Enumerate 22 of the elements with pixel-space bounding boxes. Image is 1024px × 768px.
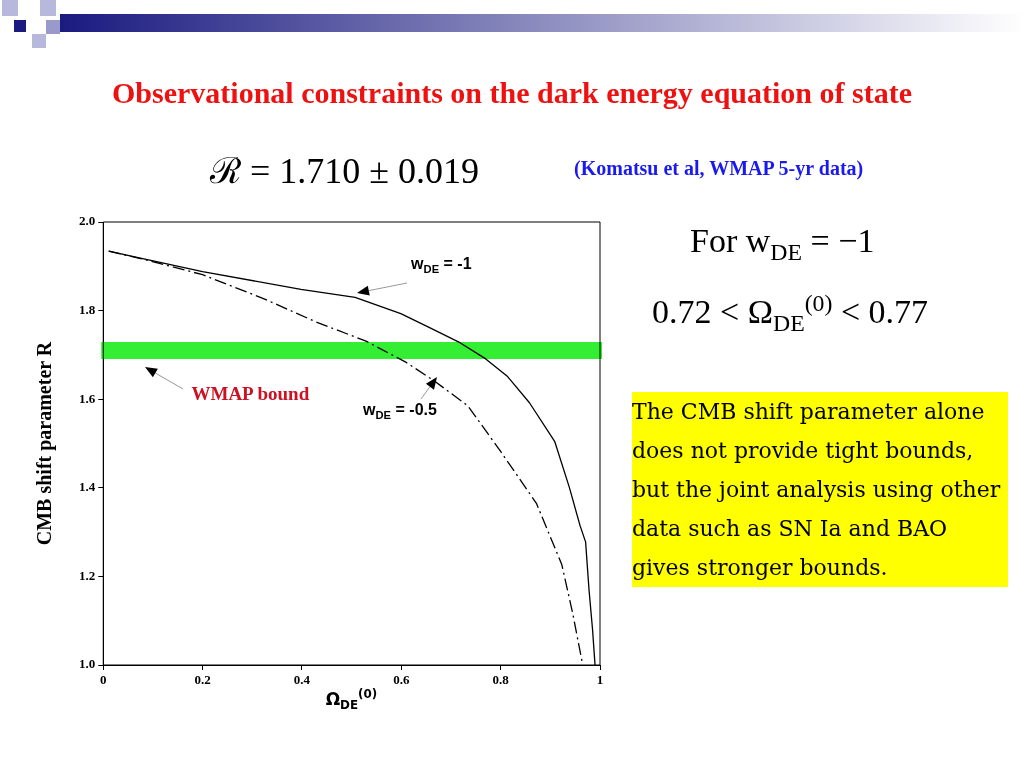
band-label: WMAP bound	[191, 382, 310, 405]
text: The CMB shift parameter alone does not provide tight bounds, but the joint analysis using other data such as SN Ia and BAO gives stronger bounds.	[632, 392, 1008, 587]
chart-subtitle: ℛ = 1.710 ± 0.019	[210, 150, 480, 193]
text: 0.72 < Ω$_{DE}$$^{(0)}$ < 0.77	[652, 290, 929, 338]
x-tick-label: 1	[596, 672, 604, 688]
x-tick-label: 0.8	[492, 672, 510, 688]
x-tick-label: 0.2	[194, 672, 211, 688]
y-axis-title: CMB shift parameter R	[33, 341, 57, 546]
y-tick-label: 1.4	[79, 479, 96, 495]
text: w$_{DE}$ = -1	[411, 255, 472, 276]
x-tick-label: 0	[100, 672, 107, 688]
y-tick-label: 1.2	[79, 567, 96, 583]
y-tick-label: 1.6	[79, 390, 96, 406]
series-label: w$_{DE}$ = -0.5	[363, 401, 437, 422]
y-tick-label: 1.8	[79, 301, 96, 317]
x-tick-label: 0.4	[293, 672, 311, 688]
chart-title: Observational constraints on the dark energy equation of state	[111, 76, 913, 110]
y-tick-label: 1.0	[79, 656, 96, 672]
x-tick-label: 0.6	[393, 672, 410, 688]
y-tick-label: 2.0	[79, 213, 96, 229]
text: (Komatsu et al, WMAP 5-yr data)	[574, 157, 864, 180]
text: For w$_{DE}$ = −1	[690, 222, 875, 266]
